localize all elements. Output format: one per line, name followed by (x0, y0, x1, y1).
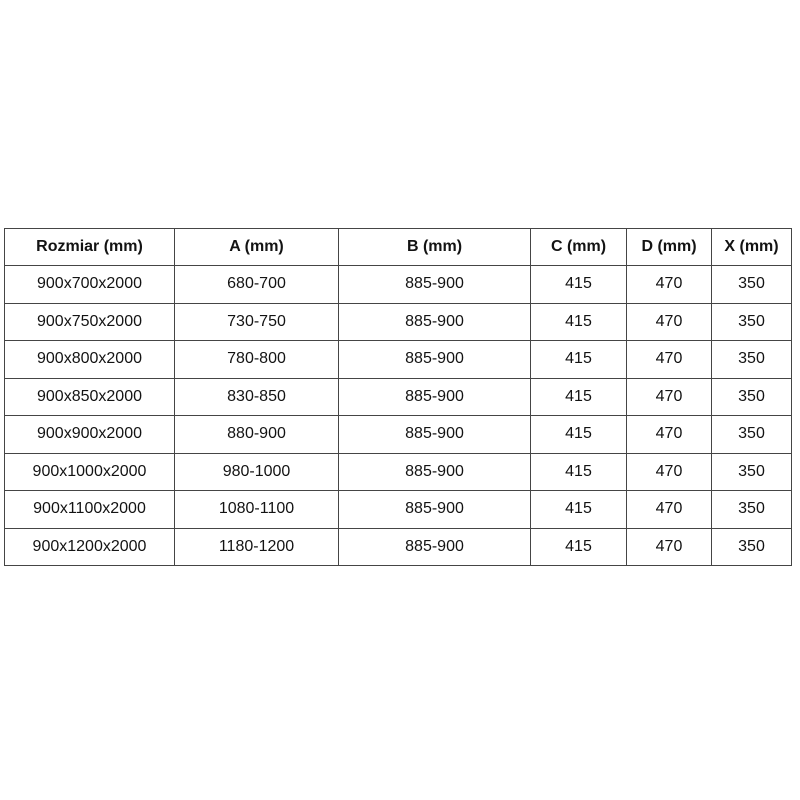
column-header: X (mm) (711, 228, 792, 266)
table-cell: 470 (626, 302, 712, 341)
table-cell: 900x1200x2000 (4, 527, 175, 566)
table-row: 900x1200x2000 1180-1200 885-900 415 470 350 (4, 527, 792, 566)
table-cell: 900x750x2000 (4, 302, 175, 341)
table-row: 900x1100x2000 1080-1100 885-900 415 470 350 (4, 490, 792, 529)
table-cell: 350 (711, 452, 792, 491)
table-cell: 415 (530, 302, 627, 341)
column-header: C (mm) (530, 228, 627, 266)
table-cell: 885-900 (338, 340, 531, 379)
table-cell: 885-900 (338, 302, 531, 341)
table-cell: 350 (711, 490, 792, 529)
table-cell: 900x1100x2000 (4, 490, 175, 529)
dimensions-table: Rozmiar (mm) A (mm) B (mm) C (mm) D (mm) X (m… (4, 228, 792, 566)
table-cell: 885-900 (338, 265, 531, 304)
table-row: 900x900x2000 880-900 885-900 415 470 350 (4, 415, 792, 454)
table-cell: 415 (530, 452, 627, 491)
table-cell: 470 (626, 490, 712, 529)
table-cell: 780-800 (174, 340, 339, 379)
table-cell: 350 (711, 415, 792, 454)
table-cell: 1180-1200 (174, 527, 339, 566)
table-cell: 415 (530, 415, 627, 454)
table-row: 900x750x2000 730-750 885-900 415 470 350 (4, 302, 792, 341)
table-cell: 470 (626, 452, 712, 491)
table-cell: 470 (626, 415, 712, 454)
table-cell: 470 (626, 265, 712, 304)
table-cell: 900x900x2000 (4, 415, 175, 454)
column-header: B (mm) (338, 228, 531, 266)
table-cell: 350 (711, 265, 792, 304)
table-cell: 900x700x2000 (4, 265, 175, 304)
table-cell: 900x1000x2000 (4, 452, 175, 491)
table-cell: 470 (626, 377, 712, 416)
table-body: 900x700x2000 680-700 885-900 415 470 350 900x7… (4, 265, 792, 566)
table-cell: 415 (530, 490, 627, 529)
table-row: 900x850x2000 830-850 885-900 415 470 350 (4, 377, 792, 416)
table-cell: 680-700 (174, 265, 339, 304)
table-cell: 900x850x2000 (4, 377, 175, 416)
table-cell: 885-900 (338, 527, 531, 566)
table-cell: 350 (711, 527, 792, 566)
table-cell: 885-900 (338, 452, 531, 491)
table-cell: 415 (530, 377, 627, 416)
table-cell: 415 (530, 340, 627, 379)
table-cell: 885-900 (338, 415, 531, 454)
column-header: Rozmiar (mm) (4, 228, 175, 266)
column-header: A (mm) (174, 228, 339, 266)
table-cell: 350 (711, 340, 792, 379)
table-cell: 470 (626, 527, 712, 566)
table-cell: 885-900 (338, 377, 531, 416)
table-cell: 885-900 (338, 490, 531, 529)
table-cell: 1080-1100 (174, 490, 339, 529)
table-cell: 470 (626, 340, 712, 379)
table-row: 900x800x2000 780-800 885-900 415 470 350 (4, 340, 792, 379)
table-cell: 350 (711, 302, 792, 341)
table-cell: 880-900 (174, 415, 339, 454)
column-header: D (mm) (626, 228, 712, 266)
table-row: 900x1000x2000 980-1000 885-900 415 470 350 (4, 452, 792, 491)
table-cell: 980-1000 (174, 452, 339, 491)
table-cell: 730-750 (174, 302, 339, 341)
table-row: 900x700x2000 680-700 885-900 415 470 350 (4, 265, 792, 304)
table-cell: 900x800x2000 (4, 340, 175, 379)
table-cell: 830-850 (174, 377, 339, 416)
table-cell: 415 (530, 527, 627, 566)
table-cell: 350 (711, 377, 792, 416)
header-row: Rozmiar (mm) A (mm) B (mm) C (mm) D (mm) X (m… (4, 228, 792, 266)
table-cell: 415 (530, 265, 627, 304)
